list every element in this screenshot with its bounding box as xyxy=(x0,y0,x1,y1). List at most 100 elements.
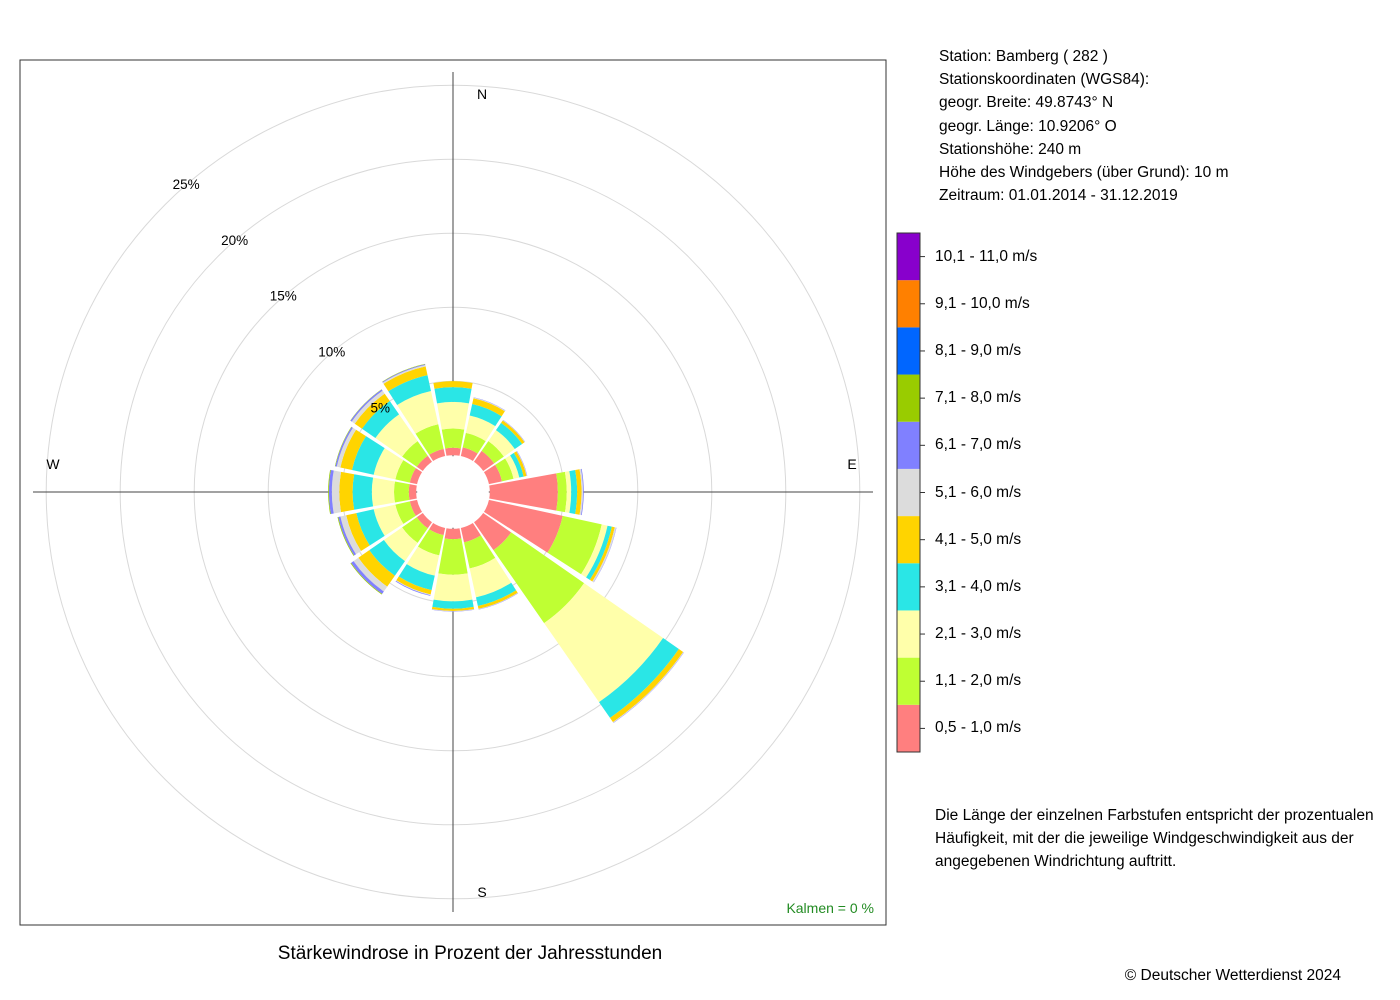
station-info: Station: Bamberg ( 282 ) Stationskoordin… xyxy=(939,45,1228,207)
petal-SSW xyxy=(395,522,446,596)
segment-WNW-6 xyxy=(335,426,353,467)
legend-label-1: 1,1 - 2,0 m/s xyxy=(935,672,1022,690)
petal-N xyxy=(433,381,473,456)
segment-NNW-2 xyxy=(397,390,439,434)
segment-S-5 xyxy=(431,609,475,612)
petal-SE xyxy=(474,513,684,723)
segment-NE-3 xyxy=(495,422,523,450)
segment-NNE-4 xyxy=(472,398,505,417)
legend-label-7: 7,1 - 8,0 m/s xyxy=(935,389,1022,407)
segment-NE-0 xyxy=(474,450,495,471)
segment-ESE-5 xyxy=(592,527,617,583)
segment-NW-0 xyxy=(416,455,432,471)
segment-SSE-2 xyxy=(469,557,512,598)
segment-S-1 xyxy=(438,538,468,575)
segment-SSE-1 xyxy=(463,535,496,569)
plot-frame xyxy=(19,59,887,926)
petal-E xyxy=(489,468,584,516)
segment-SE-4 xyxy=(609,648,684,723)
radial-tick-5: 5% xyxy=(371,400,391,415)
legend-label-5: 5,1 - 6,0 m/s xyxy=(935,483,1022,501)
segment-ENE-1 xyxy=(495,458,514,482)
segment-SSW-5 xyxy=(395,580,431,596)
station-latitude: geogr. Breite: 49.8743° N xyxy=(939,94,1114,112)
petal-WSW xyxy=(337,499,423,556)
segment-NE-2 xyxy=(488,430,515,457)
segment-NW-3 xyxy=(362,401,400,439)
segment-N-1 xyxy=(441,428,465,449)
segment-NNW-1 xyxy=(415,424,444,455)
segment-N-3 xyxy=(434,387,472,404)
petal-S xyxy=(431,528,475,612)
segment-NNE-2 xyxy=(465,415,496,442)
segment-ENE-0 xyxy=(483,464,502,485)
compass-label-E: E xyxy=(847,456,856,472)
segment-NE-4 xyxy=(501,420,525,444)
legend-label-10: 10,1 - 11,0 m/s xyxy=(935,247,1038,265)
radial-tick-15: 15% xyxy=(270,289,297,304)
segment-NNW-4 xyxy=(383,366,428,392)
petal-NNE xyxy=(460,397,506,462)
petal-SW xyxy=(350,513,432,595)
segment-W-6 xyxy=(328,470,334,514)
segment-WNW-3 xyxy=(351,436,385,475)
segment-WNW-1 xyxy=(395,460,416,483)
segment-S-6 xyxy=(431,609,475,612)
segment-W-7 xyxy=(328,469,331,515)
segment-ESE-2 xyxy=(581,524,608,578)
segment-W-2 xyxy=(371,477,395,507)
segment-SE-3 xyxy=(599,638,679,718)
segment-SSW-6 xyxy=(395,580,431,596)
segment-N-0 xyxy=(445,447,461,456)
segment-WSW-1 xyxy=(395,501,416,524)
segment-NW-2 xyxy=(375,414,418,457)
colorbar-swatch-7 xyxy=(897,374,920,422)
segment-SSE-3 xyxy=(475,582,517,607)
anemometer-height: Höhe des Windgebers (über Grund): 10 m xyxy=(939,164,1229,182)
segment-ENE-3 xyxy=(510,452,524,478)
segment-W-4 xyxy=(339,471,355,513)
segment-W-3 xyxy=(352,474,374,510)
station-elevation: Stationshöhe: 240 m xyxy=(939,140,1082,158)
segment-NNE-5 xyxy=(473,397,506,412)
legend-label-4: 4,1 - 5,0 m/s xyxy=(935,530,1022,548)
segment-SW-4 xyxy=(358,550,395,587)
segment-SE-2 xyxy=(544,583,664,703)
segment-S-0 xyxy=(444,528,462,540)
segment-SW-1 xyxy=(402,517,428,543)
legend-label-6: 6,1 - 7,0 m/s xyxy=(935,436,1022,454)
legend-label-8: 8,1 - 9,0 m/s xyxy=(935,341,1022,359)
chart-title: Stärkewindrose in Prozent der Jahresstun… xyxy=(277,943,663,964)
compass-label-N: N xyxy=(477,86,487,102)
colorbar-swatch-8 xyxy=(897,327,920,375)
segment-SSE-0 xyxy=(460,522,481,543)
segment-SW-0 xyxy=(416,513,432,529)
segment-SSW-2 xyxy=(406,546,440,576)
segment-SSW-3 xyxy=(398,564,435,591)
segment-SSE-4 xyxy=(477,590,518,609)
petal-SSE xyxy=(460,522,519,610)
petal-NW xyxy=(350,389,432,471)
station-longitude: geogr. Länge: 10.9206° O xyxy=(939,117,1117,135)
segment-WNW-2 xyxy=(373,448,404,480)
segment-W-0 xyxy=(408,484,417,500)
radial-tick-25: 25% xyxy=(173,177,200,192)
segment-N-4 xyxy=(433,381,473,389)
segment-ESE-0 xyxy=(483,499,563,553)
legend-label-2: 2,1 - 3,0 m/s xyxy=(935,625,1022,643)
segment-S-3 xyxy=(432,599,474,609)
segment-SSW-4 xyxy=(396,576,432,595)
legend-label-9: 9,1 - 10,0 m/s xyxy=(935,294,1030,312)
legend-explanation: Die Länge der einzelnen Farbstufen entsp… xyxy=(935,807,1374,870)
segment-ENE-4 xyxy=(513,451,527,477)
colorbar-swatch-6 xyxy=(897,421,920,469)
segment-S-4 xyxy=(431,606,475,611)
segment-WNW-4 xyxy=(340,429,366,470)
wind-rose-petals xyxy=(328,363,684,723)
colorbar-swatch-9 xyxy=(897,280,920,328)
compass-label-S: S xyxy=(477,884,486,900)
compass-label-W: W xyxy=(46,456,60,472)
segment-E-0 xyxy=(489,473,558,511)
colorbar-swatch-3 xyxy=(897,563,920,611)
segment-WNW-0 xyxy=(409,468,423,485)
